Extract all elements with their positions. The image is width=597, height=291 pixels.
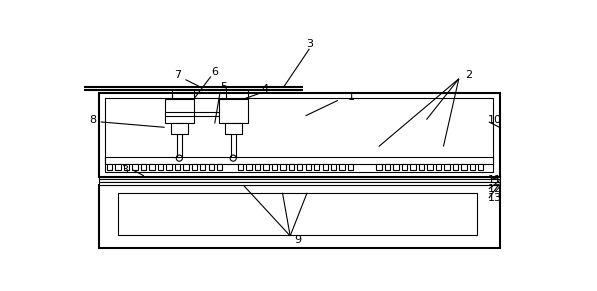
Bar [200,164,205,171]
Bar [297,164,303,171]
Bar [141,164,146,171]
Bar [314,164,319,171]
Bar [224,123,242,134]
Bar [217,164,223,171]
Bar [192,164,197,171]
Bar [402,164,407,171]
Bar [99,176,500,179]
Bar [149,164,155,171]
Bar [393,164,399,171]
Bar [238,164,243,171]
Bar [288,164,294,171]
Bar [280,164,285,171]
Text: 6: 6 [211,67,219,77]
Text: 4: 4 [261,84,268,94]
Bar [410,164,416,171]
Text: 8: 8 [90,115,97,125]
Bar [453,164,458,171]
Bar [171,123,188,134]
Bar [183,164,189,171]
Bar [461,164,466,171]
Text: 11: 11 [488,175,502,185]
Text: 13: 13 [488,193,502,203]
Bar [175,164,180,171]
Bar [322,164,328,171]
Bar [165,99,194,123]
Bar [166,164,171,171]
Bar [331,164,336,171]
Bar [133,164,138,171]
Bar [118,193,476,235]
Bar [377,164,382,171]
Bar [255,164,260,171]
Bar [306,164,311,171]
Bar [247,164,252,171]
Bar [219,99,248,123]
Bar [106,98,494,172]
Bar [444,164,450,171]
Bar [385,164,390,171]
Bar [348,164,353,171]
Bar [99,185,500,248]
Text: 5: 5 [220,82,227,92]
Bar [427,164,433,171]
Bar [208,164,214,171]
Bar [436,164,441,171]
Text: 7: 7 [174,70,181,80]
Bar [272,164,277,171]
Bar [115,164,121,171]
Bar [478,164,484,171]
Bar [470,164,475,171]
Bar [99,93,500,178]
Bar [106,157,494,164]
Bar [107,164,112,171]
Text: 3: 3 [306,39,313,49]
Text: 10: 10 [488,115,502,125]
Bar [263,164,269,171]
Text: 3: 3 [121,165,128,175]
Text: 9: 9 [294,235,301,245]
Text: 1: 1 [348,92,355,102]
Bar [99,179,500,182]
Bar [340,164,345,171]
Bar [158,164,163,171]
Bar [124,164,129,171]
Bar [418,164,424,171]
Text: 2: 2 [465,70,472,80]
Text: 12: 12 [488,184,502,194]
Bar [99,182,500,185]
